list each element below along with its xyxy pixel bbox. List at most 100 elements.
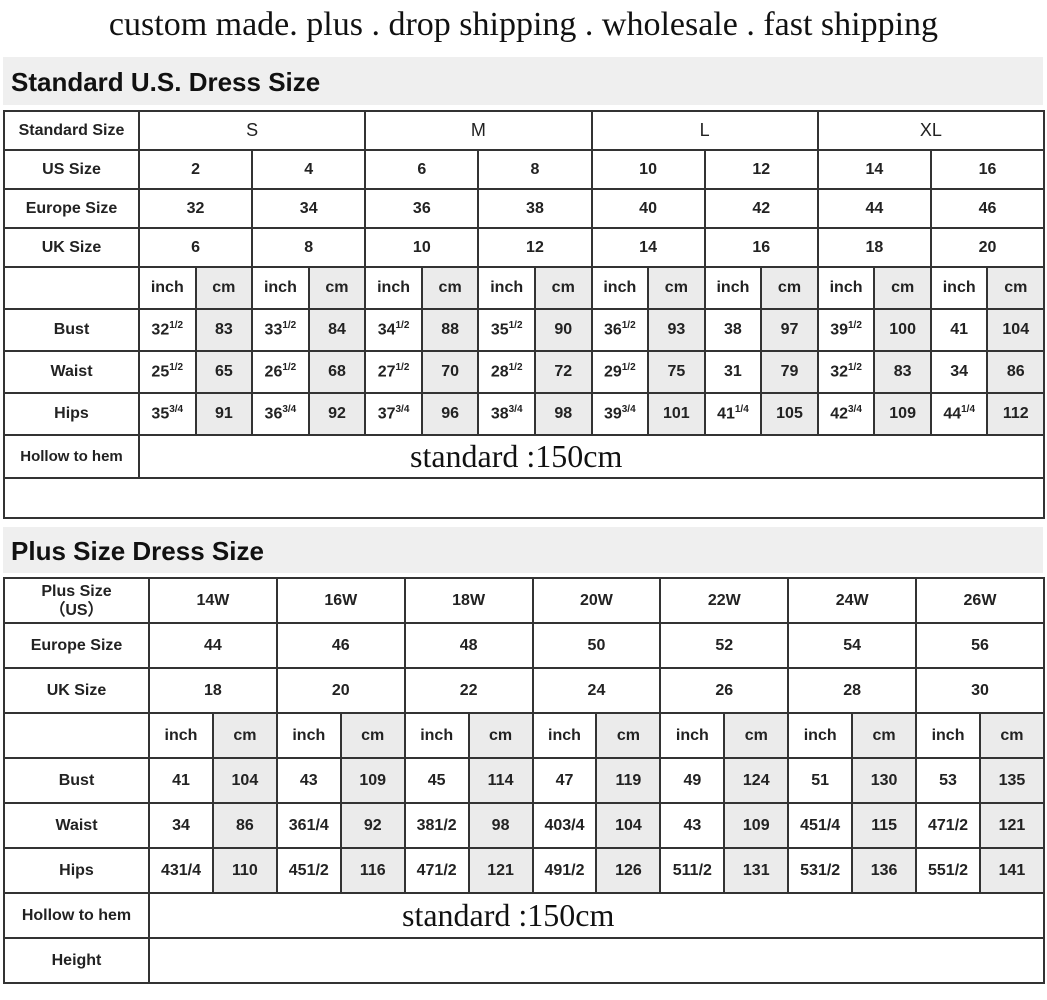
fraction: 3/4 bbox=[282, 404, 297, 416]
standard-size-table: Standard Size S M L XL US Size 2 4 6 8 10 12 14 16 Eur… bbox=[2, 110, 1046, 519]
fraction: 1/2 bbox=[848, 362, 862, 374]
hips-inch-cell: 441/4 bbox=[929, 392, 989, 436]
plus-size-title: Plus Size Dress Size bbox=[3, 527, 1043, 573]
hips-inch-cell: 423/4 bbox=[816, 392, 876, 436]
row-label: Bust bbox=[3, 308, 140, 352]
fraction: 1/2 bbox=[508, 320, 523, 332]
bust-inch-cell: 351/2 bbox=[477, 308, 536, 352]
unit-cm: cm bbox=[873, 266, 932, 310]
uk-size-cell: 28 bbox=[787, 667, 918, 714]
waist-inch-cell: 321/2 bbox=[816, 350, 876, 394]
hips-cm-cell: 110 bbox=[211, 847, 278, 894]
uk-size-cell: 20 bbox=[929, 227, 1046, 268]
row-label: Plus Size （US） bbox=[3, 577, 150, 624]
waist-inch-cell: 251/2 bbox=[138, 350, 197, 394]
fraction: 3/4 bbox=[848, 404, 862, 416]
bust-inch-cell: 341/2 bbox=[364, 308, 423, 352]
unit-cm: cm bbox=[467, 712, 534, 759]
whole: 33 bbox=[264, 321, 283, 339]
size-group: L bbox=[590, 110, 819, 151]
hips-cm-cell: 91 bbox=[194, 392, 254, 436]
unit-cm: cm bbox=[647, 266, 706, 310]
table-row: Europe Size 32 34 36 38 40 42 44 46 bbox=[3, 188, 1046, 229]
headline: custom made. plus . drop shipping . whol… bbox=[108, 6, 939, 43]
waist-cm-cell: 68 bbox=[307, 350, 367, 394]
bust-cm-cell: 83 bbox=[194, 308, 254, 352]
fraction: 1/4 bbox=[734, 404, 749, 416]
unit-cm: cm bbox=[339, 712, 406, 759]
europe-size-cell: 44 bbox=[148, 622, 278, 669]
bust-cm-cell: 104 bbox=[986, 308, 1046, 352]
fraction: 1/2 bbox=[395, 362, 410, 374]
unit-inch: inch bbox=[477, 266, 536, 310]
hips-cm-cell: 109 bbox=[873, 392, 932, 436]
hips-cm-cell: 136 bbox=[851, 847, 918, 894]
uk-size-cell: 18 bbox=[148, 667, 278, 714]
hips-inch-cell: 551/2 bbox=[915, 847, 981, 894]
waist-cm-cell: 86 bbox=[211, 802, 278, 849]
bust-inch-cell: 391/2 bbox=[816, 308, 876, 352]
waist-cm-cell: 104 bbox=[595, 802, 662, 849]
europe-size-cell: 46 bbox=[275, 622, 406, 669]
unit-inch: inch bbox=[364, 266, 423, 310]
uk-size-cell: 18 bbox=[816, 227, 932, 268]
fraction: 1/2 bbox=[169, 320, 184, 332]
waist-cm-cell: 121 bbox=[978, 802, 1045, 849]
waist-cm-cell: 98 bbox=[467, 802, 534, 849]
uk-size-cell: 20 bbox=[275, 667, 406, 714]
hips-cm-cell: 116 bbox=[339, 847, 406, 894]
unit-inch: inch bbox=[915, 712, 981, 759]
size-group: S bbox=[137, 110, 367, 151]
europe-size-cell: 50 bbox=[531, 622, 662, 669]
bust-inch-cell: 38 bbox=[703, 308, 763, 352]
uk-size-cell: 14 bbox=[590, 227, 706, 268]
row-label: Hollow to hem bbox=[3, 434, 140, 479]
fraction: 1/2 bbox=[508, 362, 523, 374]
bust-inch-cell: 43 bbox=[275, 757, 342, 804]
whole: 32 bbox=[830, 363, 848, 381]
us-size-cell: 14 bbox=[816, 149, 932, 190]
size-group: XL bbox=[816, 110, 1046, 151]
waist-inch-cell: 271/2 bbox=[364, 350, 423, 394]
waist-cm-cell: 83 bbox=[873, 350, 932, 394]
waist-inch-cell: 261/2 bbox=[251, 350, 310, 394]
unit-inch: inch bbox=[703, 266, 763, 310]
unit-cm: cm bbox=[851, 712, 918, 759]
empty-row bbox=[2, 477, 1046, 519]
bust-inch-cell: 49 bbox=[659, 757, 726, 804]
bust-inch-cell: 51 bbox=[787, 757, 854, 804]
whole: 39 bbox=[830, 321, 848, 339]
table-row: US Size 2 4 6 8 10 12 14 16 bbox=[3, 149, 1046, 190]
bust-cm-cell: 93 bbox=[647, 308, 706, 352]
waist-inch-cell: 471/2 bbox=[915, 802, 981, 849]
plus-size-cell: 24W bbox=[787, 577, 918, 624]
unit-inch: inch bbox=[816, 266, 876, 310]
uk-size-cell: 22 bbox=[403, 667, 534, 714]
unit-inch: inch bbox=[531, 712, 598, 759]
europe-size-cell: 32 bbox=[137, 188, 254, 229]
europe-size-cell: 42 bbox=[703, 188, 819, 229]
fraction: 3/4 bbox=[621, 404, 636, 416]
row-label: Waist bbox=[3, 802, 150, 849]
hips-inch-cell: 363/4 bbox=[251, 392, 310, 436]
plus-size-cell: 22W bbox=[659, 577, 790, 624]
hips-inch-cell: 531/2 bbox=[787, 847, 854, 894]
fraction: 3/4 bbox=[395, 404, 410, 416]
row-label: Europe Size bbox=[3, 188, 140, 229]
unit-cm: cm bbox=[723, 712, 790, 759]
bust-cm-cell: 88 bbox=[420, 308, 480, 352]
standard-size-title: Standard U.S. Dress Size bbox=[3, 57, 1043, 105]
unit-cm: cm bbox=[986, 266, 1046, 310]
waist-cm-cell: 86 bbox=[986, 350, 1046, 394]
europe-size-cell: 34 bbox=[251, 188, 367, 229]
uk-size-cell: 8 bbox=[251, 227, 367, 268]
europe-size-cell: 44 bbox=[816, 188, 932, 229]
waist-inch-cell: 281/2 bbox=[477, 350, 536, 394]
whole: 27 bbox=[377, 363, 396, 381]
height-value bbox=[148, 937, 1045, 984]
us-size-cell: 12 bbox=[703, 149, 819, 190]
uk-size-cell: 30 bbox=[915, 667, 1045, 714]
unit-inch: inch bbox=[659, 712, 726, 759]
whole: 42 bbox=[830, 405, 848, 423]
us-size-cell: 16 bbox=[929, 149, 1046, 190]
